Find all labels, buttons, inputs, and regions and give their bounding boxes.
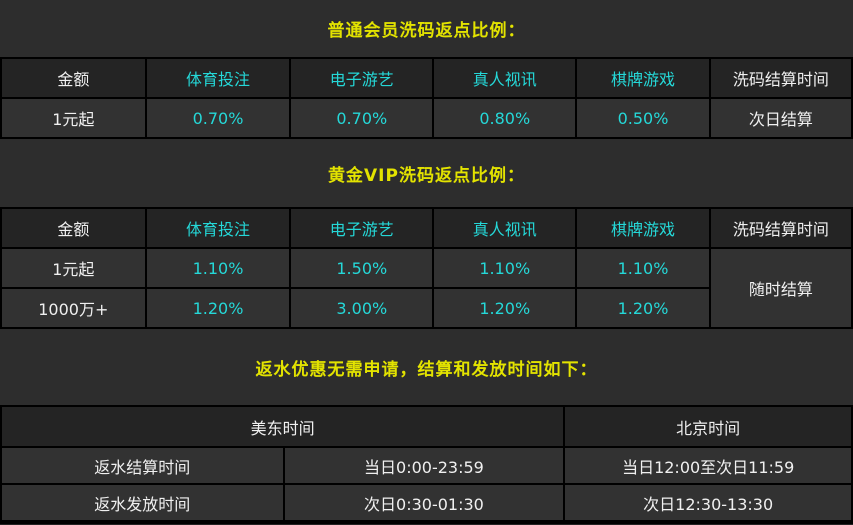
settle-cell: 随时结算 [708,247,853,329]
header-cell-amount: 金额 [0,57,147,99]
rate-cell: 1.50% [289,247,435,289]
rate-cell: 1.10% [432,247,578,289]
rebate-times-table: 美东时间 北京时间 返水结算时间 当日0:00-23:59 当日12:00至次日… [0,405,853,522]
section-normal-title: 普通会员洗码返点比例： [327,21,526,41]
header-cell-egames: 电子游艺 [289,57,435,99]
rate-cell: 0.70% [289,97,435,139]
header-cell-amount: 金额 [0,207,147,249]
header-cell-boardgames: 棋牌游戏 [575,207,711,249]
table-row: 1000万+ 1.20% 3.00% 1.20% 1.20% [0,287,852,329]
header-cell-us-east-time: 美东时间 [0,405,566,448]
header-cell-sports: 体育投注 [144,207,292,249]
rate-cell: 1.10% [575,247,711,289]
table-row: 1元起 0.70% 0.70% 0.80% 0.50% 次日结算 [0,97,853,139]
table-row: 返水结算时间 当日0:00-23:59 当日12:00至次日11:59 [0,446,853,485]
table-row: 返水发放时间 次日0:30-01:30 次日12:30-13:30 [0,483,853,522]
rate-cell: 1.20% [575,287,711,329]
table-header-row: 美东时间 北京时间 [0,405,853,448]
rebate-table-normal: 金额 体育投注 电子游艺 真人视讯 棋牌游戏 洗码结算时间 1元起 0.70% … [0,57,853,139]
header-cell-sports: 体育投注 [144,57,292,99]
time-cell-beijing: 次日12:30-13:30 [563,483,853,522]
row-label-cell: 返水发放时间 [0,483,285,522]
rate-cell: 1.20% [432,287,578,329]
header-cell-live: 真人视讯 [432,207,578,249]
amount-cell: 1元起 [0,247,147,289]
time-cell-us-east: 次日0:30-01:30 [282,483,566,522]
section-normal-title-block: 普通会员洗码返点比例： [0,0,853,57]
section-rebate-title: 返水优惠无需申请，结算和发放时间如下： [255,359,598,380]
header-cell-live: 真人视讯 [432,57,578,99]
table-header-row: 金额 体育投注 电子游艺 真人视讯 棋牌游戏 洗码结算时间 [0,207,853,249]
row-label-cell: 返水结算时间 [0,446,285,485]
section-vip-title: 黄金VIP洗码返点比例： [328,165,525,186]
table-row: 1元起 1.10% 1.50% 1.10% 1.10% 随时结算 [0,247,853,329]
header-cell-boardgames: 棋牌游戏 [575,57,711,99]
header-cell-egames: 电子游艺 [289,207,435,249]
amount-cell: 1元起 [0,97,147,139]
header-cell-beijing-time: 北京时间 [563,405,853,448]
table-header-row: 金额 体育投注 电子游艺 真人视讯 棋牌游戏 洗码结算时间 [0,57,853,99]
header-cell-settle-time: 洗码结算时间 [708,57,853,99]
rate-cell: 3.00% [289,287,435,329]
section-vip-title-block: 黄金VIP洗码返点比例： [0,139,853,207]
amount-cell: 1000万+ [0,287,147,329]
header-cell-settle-time: 洗码结算时间 [708,207,853,249]
time-cell-us-east: 当日0:00-23:59 [282,446,566,485]
settle-cell: 次日结算 [708,97,853,139]
rate-cell: 1.10% [144,247,292,289]
section-rebate-title-block: 返水优惠无需申请，结算和发放时间如下： [0,329,853,405]
rate-cell: 1.20% [144,287,292,329]
rate-cell: 0.80% [432,97,578,139]
next-section-clipped-strip [0,522,853,525]
rate-cell: 0.50% [575,97,711,139]
time-cell-beijing: 当日12:00至次日11:59 [563,446,853,485]
rebate-table-vip: 金额 体育投注 电子游艺 真人视讯 棋牌游戏 洗码结算时间 1元起 1.10% … [0,207,853,329]
rate-cell: 0.70% [144,97,292,139]
